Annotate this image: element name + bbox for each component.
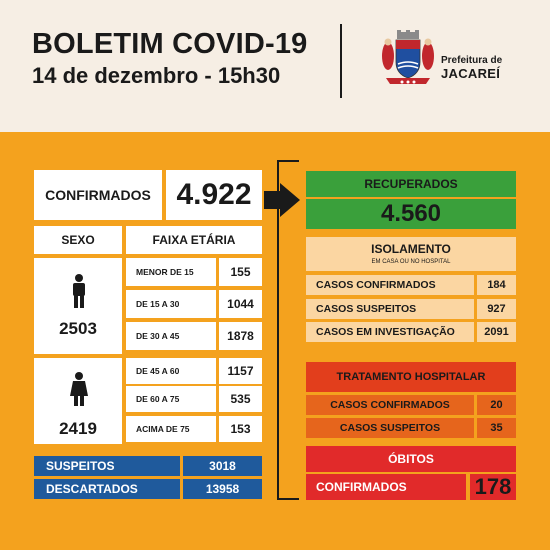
faixa-row-value: 535 (219, 386, 262, 412)
isolamento-row-value: 927 (477, 299, 516, 319)
faixa-row-label: ACIMA DE 75 (126, 416, 216, 442)
suspeitos-label: SUSPEITOS (34, 456, 180, 476)
faixa-row-value: 1044 (219, 290, 262, 318)
faixa-etaria-header: FAIXA ETÁRIA (126, 226, 262, 254)
obitos-title: ÓBITOS (306, 446, 516, 472)
tratamento-row-value: 20 (477, 395, 516, 415)
faixa-row-label: DE 45 A 60 (126, 358, 216, 384)
isolamento-row-value: 184 (477, 275, 516, 295)
city-name: JACAREÍ (441, 66, 501, 81)
isolamento-subtitle: EM CASA OU NO HOSPITAL (371, 259, 451, 265)
header-divider (340, 24, 342, 98)
male-total: 2503 (59, 319, 97, 338)
obitos-value: 178 (470, 474, 516, 500)
faixa-row-value: 1157 (219, 358, 262, 384)
confirmados-label: CONFIRMADOS (34, 170, 162, 220)
male-person-icon (73, 274, 85, 308)
tratamento-row-label: CASOS SUSPEITOS (306, 418, 474, 438)
recuperados-value: 4.560 (306, 199, 516, 229)
faixa-row-value: 153 (219, 416, 262, 442)
city-coat-of-arms-icon (382, 30, 434, 84)
faixa-row-label: DE 15 A 30 (126, 290, 216, 318)
arrow-right-icon (264, 183, 300, 217)
header-band (0, 0, 550, 132)
recuperados-label: RECUPERADOS (306, 171, 516, 197)
bracket-line (277, 160, 279, 500)
female-total: 2419 (59, 419, 97, 438)
tratamento-row-label: CASOS CONFIRMADOS (306, 395, 474, 415)
isolamento-row-label: CASOS SUSPEITOS (306, 299, 474, 319)
isolamento-row-label: CASOS EM INVESTIGAÇÃO (306, 322, 474, 342)
faixa-row-label: DE 60 A 75 (126, 386, 216, 412)
faixa-row-value: 155 (219, 258, 262, 286)
faixa-row-label: DE 30 A 45 (126, 322, 216, 350)
tratamento-row-value: 35 (477, 418, 516, 438)
tratamento-title: TRATAMENTO HOSPITALAR (306, 362, 516, 392)
sexo-header: SEXO (34, 226, 122, 254)
confirmados-value: 4.922 (166, 170, 262, 220)
isolamento-header (306, 237, 516, 271)
obitos-label: CONFIRMADOS (306, 474, 466, 500)
faixa-row-value: 1878 (219, 322, 262, 350)
female-person-icon (70, 372, 88, 406)
isolamento-row-value: 2091 (477, 322, 516, 342)
bracket-bottom (277, 498, 299, 500)
descartados-label: DESCARTADOS (34, 479, 180, 499)
isolamento-title: ISOLAMENTO (371, 242, 451, 256)
isolamento-row-label: CASOS CONFIRMADOS (306, 275, 474, 295)
descartados-value: 13958 (183, 479, 262, 499)
bracket-top (277, 160, 299, 162)
faixa-row-label: MENOR DE 15 (126, 258, 216, 286)
prefeitura-label: Prefeitura de (441, 55, 503, 66)
page-title: BOLETIM COVID-19 (32, 28, 308, 60)
page-subtitle: 14 de dezembro - 15h30 (32, 63, 281, 88)
suspeitos-value: 3018 (183, 456, 262, 476)
